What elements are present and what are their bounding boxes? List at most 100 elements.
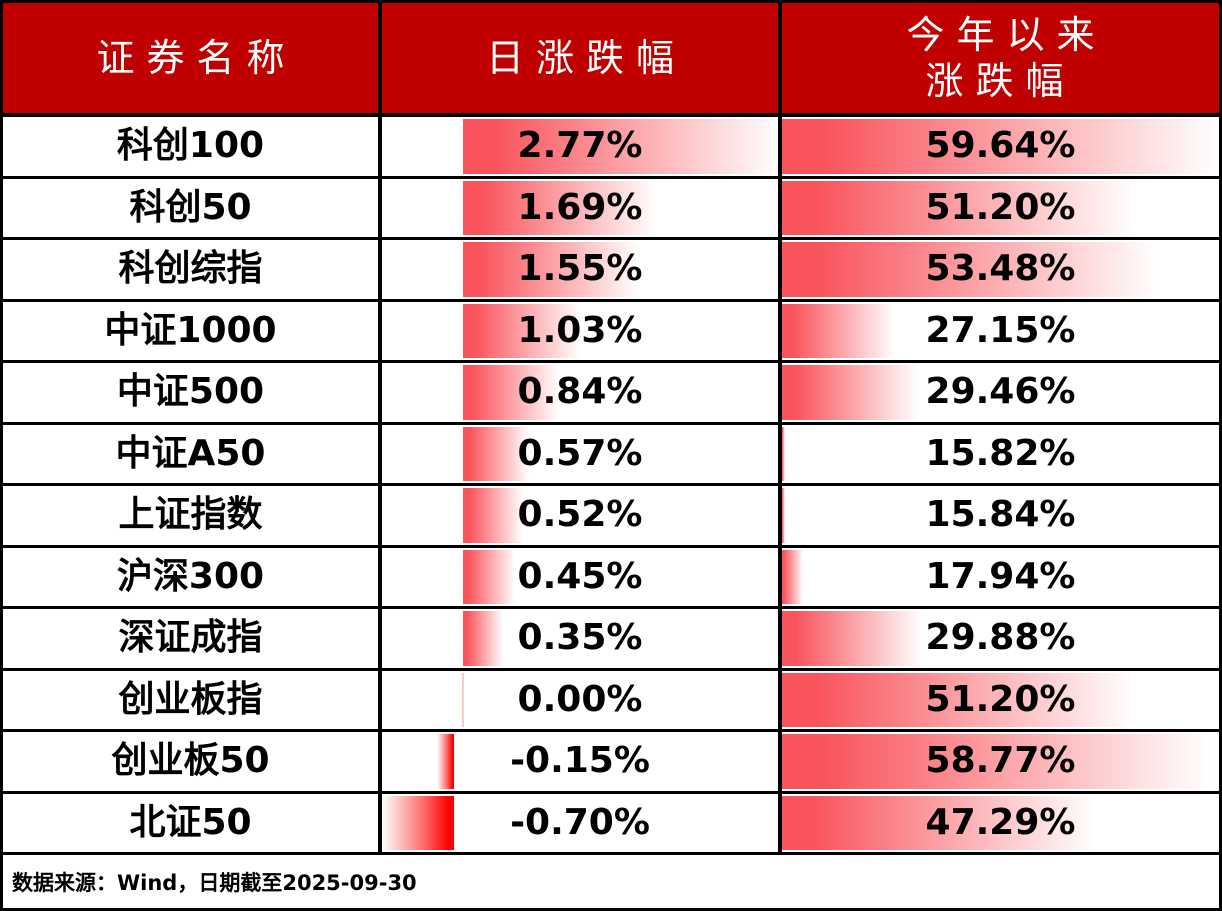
index-name-cell: 上证指数 (3, 486, 378, 545)
daily-change-bar (463, 365, 560, 420)
ytd-change-bar (782, 426, 785, 481)
index-name: 科创50 (129, 186, 252, 228)
ytd-change-bar (782, 180, 1135, 235)
ytd-change-value: 59.64% (925, 125, 1076, 167)
index-name-cell: 科创综指 (3, 240, 378, 299)
index-name-cell: 创业板指 (3, 671, 378, 730)
ytd-change-cell: 47.29% (778, 793, 1219, 852)
index-name: 中证A50 (115, 432, 266, 474)
daily-change-cell: 0.00% (378, 670, 778, 729)
ytd-change-value: 47.29% (925, 801, 1076, 843)
daily-change-cell: 0.45% (378, 547, 778, 606)
table-body: 科创100 2.77% 59.64% 科创50 1.69% 51.20% 科创综指 1.55%… (3, 117, 1219, 855)
ytd-change-cell: 51.20% (778, 178, 1219, 237)
table-row: 中证A50 0.57% 15.82% (3, 424, 1219, 486)
ytd-change-cell: 17.94% (778, 547, 1219, 606)
index-name-cell: 深证成指 (3, 609, 378, 668)
ytd-change-value: 51.20% (925, 186, 1076, 228)
daily-change-value: 0.84% (517, 371, 643, 413)
daily-change-cell: 1.03% (378, 301, 778, 360)
daily-change-bar (436, 734, 454, 789)
daily-change-bar (463, 242, 641, 297)
daily-change-cell: -0.15% (378, 732, 778, 791)
index-name: 中证500 (116, 371, 265, 413)
table-row: 北证50 -0.70% 47.29% (3, 793, 1219, 855)
ytd-change-value: 51.20% (925, 678, 1076, 720)
table-row: 创业板50 -0.15% 58.77% (3, 732, 1219, 794)
header-ytd-change: 今年以来 涨跌幅 (778, 3, 1219, 113)
table-row: 创业板指 0.00% 51.20% (3, 670, 1219, 732)
table-row: 中证1000 1.03% 27.15% (3, 301, 1219, 363)
ytd-change-cell: 15.82% (778, 424, 1219, 483)
index-name-cell: 中证500 (3, 363, 378, 422)
ytd-change-cell: 58.77% (778, 732, 1219, 791)
index-name-cell: 科创50 (3, 179, 378, 238)
table-row: 深证成指 0.35% 29.88% (3, 609, 1219, 671)
index-name: 北证50 (129, 801, 252, 843)
daily-change-value: 0.57% (517, 432, 643, 474)
ytd-change-bar (782, 488, 785, 543)
ytd-change-value: 15.82% (925, 432, 1076, 474)
ytd-change-cell: 29.88% (778, 609, 1219, 668)
table-row: 科创综指 1.55% 53.48% (3, 240, 1219, 302)
daily-change-cell: 1.55% (378, 240, 778, 299)
daily-change-value: 1.03% (517, 309, 643, 351)
ytd-change-cell: 15.84% (778, 486, 1219, 545)
ytd-change-bar (782, 242, 1158, 297)
daily-change-cell: 1.69% (378, 178, 778, 237)
daily-change-value: 2.77% (517, 125, 643, 167)
daily-change-cell: 0.84% (378, 363, 778, 422)
daily-change-value: 1.55% (517, 248, 643, 290)
daily-change-value: 0.52% (517, 494, 643, 536)
index-name-cell: 北证50 (3, 794, 378, 853)
index-name: 沪深300 (116, 555, 265, 597)
daily-change-value: 1.69% (517, 186, 643, 228)
daily-change-bar (463, 180, 657, 235)
ytd-change-cell: 51.20% (778, 670, 1219, 729)
ytd-change-cell: 53.48% (778, 240, 1219, 299)
table-row: 科创50 1.69% 51.20% (3, 178, 1219, 240)
ytd-change-bar (782, 119, 1219, 174)
ytd-change-bar (782, 365, 919, 420)
ytd-change-bar (782, 734, 1211, 789)
ytd-change-bar (782, 303, 895, 358)
ytd-change-value: 15.84% (925, 494, 1076, 536)
ytd-change-bar (782, 795, 1096, 850)
daily-change-bar (463, 488, 523, 543)
table-row: 沪深300 0.45% 17.94% (3, 547, 1219, 609)
source-note: 数据来源：Wind，日期截至2025-09-30 (12, 870, 417, 895)
ytd-change-value: 29.46% (925, 371, 1076, 413)
index-name-cell: 科创100 (3, 117, 378, 176)
ytd-change-value: 58.77% (925, 740, 1076, 782)
ytd-change-value: 53.48% (925, 248, 1076, 290)
ytd-change-bar (782, 549, 804, 604)
daily-change-value: 0.35% (517, 617, 643, 659)
index-name: 科创综指 (118, 248, 263, 290)
index-name-cell: 中证A50 (3, 425, 378, 484)
daily-change-bar (463, 611, 504, 666)
ytd-change-cell: 29.46% (778, 363, 1219, 422)
ytd-change-cell: 59.64% (778, 117, 1219, 176)
table-header-row: 证券名称 日涨跌幅 今年以来 涨跌幅 (3, 3, 1219, 117)
ytd-change-value: 17.94% (925, 555, 1076, 597)
daily-change-cell: 0.52% (378, 486, 778, 545)
header-daily-change: 日涨跌幅 (378, 3, 778, 113)
daily-change-bar (463, 119, 778, 174)
daily-change-value: 0.00% (517, 678, 643, 720)
daily-change-cell: 0.35% (378, 609, 778, 668)
daily-change-cell: -0.70% (378, 793, 778, 852)
table-row: 上证指数 0.52% 15.84% (3, 486, 1219, 548)
daily-change-cell: 0.57% (378, 424, 778, 483)
daily-change-value: -0.70% (510, 801, 650, 843)
ytd-change-value: 27.15% (925, 309, 1076, 351)
ytd-change-bar (782, 672, 1135, 727)
index-name: 上证指数 (118, 494, 263, 536)
daily-change-value: -0.15% (510, 740, 650, 782)
daily-change-bar (463, 549, 515, 604)
daily-change-value: 0.45% (517, 555, 643, 597)
index-name: 创业板指 (118, 678, 263, 720)
daily-change-bar (461, 672, 464, 727)
header-security-name: 证券名称 (3, 3, 378, 113)
index-name-cell: 沪深300 (3, 548, 378, 607)
